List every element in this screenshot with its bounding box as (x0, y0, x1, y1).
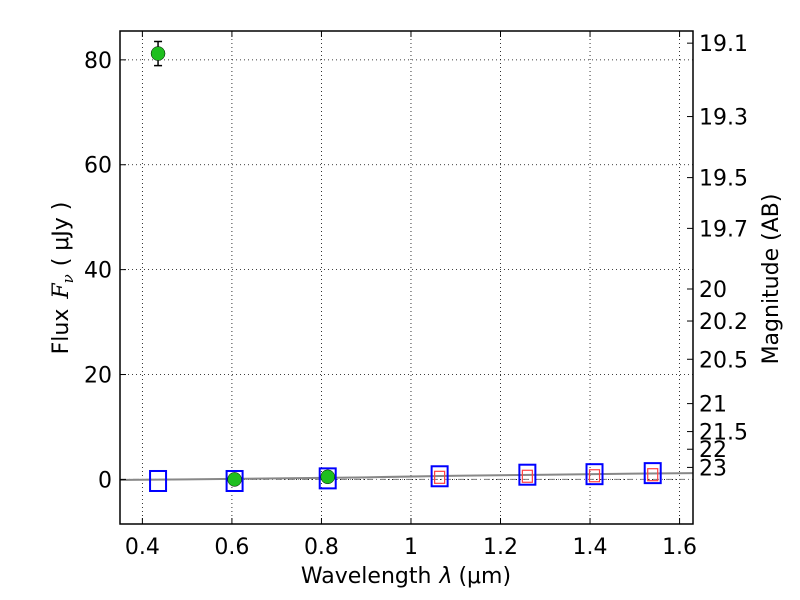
y2-axis-title: Magnitude (AB) (759, 194, 784, 365)
model-line (119, 472, 694, 481)
model-square-marker (149, 469, 168, 492)
x-tick-label: 1.6 (662, 535, 697, 560)
model-square-marker (430, 465, 449, 488)
y2-tick-label: 19.7 (699, 217, 748, 242)
axes: 0.4 0.6 0.8 1 1.2 1.4 1.6 0 20 40 60 80 19.1 19.3 19.5… (84, 31, 748, 560)
model-square-marker (643, 462, 662, 485)
model-red-square-marker (521, 469, 533, 483)
data-point (150, 46, 166, 61)
y-tick-label: 40 (84, 259, 112, 284)
y2-tick-label: 19.1 (699, 32, 748, 57)
data-point (227, 472, 242, 487)
model-red-square-marker (647, 468, 659, 482)
model-red-square-marker (434, 470, 446, 484)
plot-area (119, 40, 694, 492)
y2-tick-label: 20.5 (699, 348, 748, 373)
x-tick-label: 1.4 (573, 535, 608, 560)
plot-frame (119, 30, 694, 525)
y2-tick-label: 21 (699, 393, 727, 418)
y2-tick-label: 22 (699, 438, 727, 463)
model-red-square-marker (588, 469, 601, 483)
model-square-marker (585, 463, 604, 486)
grid (120, 31, 693, 524)
model-square-marker (518, 463, 537, 486)
x-axis-title: Wavelength λ (μm) (301, 564, 511, 589)
x-tick-label: 1 (404, 535, 418, 560)
y2-tick-label: 21.5 (699, 421, 748, 446)
y2-tick-label: 23 (699, 456, 727, 481)
x-tick-label: 0.8 (304, 535, 339, 560)
y-tick-label: 20 (84, 364, 112, 389)
y2-tick-label: 19.3 (699, 106, 748, 131)
x-tick-label: 1.2 (483, 535, 518, 560)
y-axis-title: FluxFν( μJy ) (49, 202, 77, 355)
y-tick-label: 0 (98, 468, 112, 493)
y2-tick-label: 20.2 (699, 310, 748, 335)
y-tick-label: 80 (84, 49, 112, 74)
y2-tick-label: 20 (699, 278, 727, 303)
y2-tick-label: 19.5 (699, 167, 748, 192)
model-square-marker (225, 469, 244, 492)
data-point (320, 469, 335, 485)
x-tick-label: 0.4 (125, 535, 160, 560)
x-tick-label: 0.6 (214, 535, 249, 560)
y-tick-label: 60 (84, 154, 112, 179)
model-square-marker (318, 467, 337, 490)
